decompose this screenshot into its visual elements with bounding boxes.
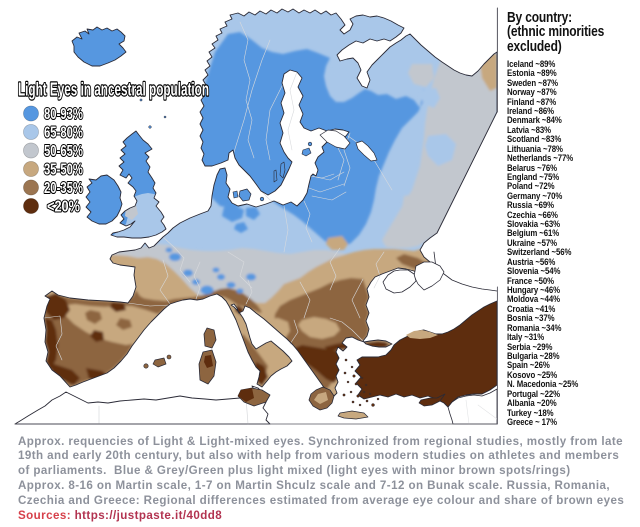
svg-text:20-35%: 20-35% [44,180,83,197]
svg-text:65-80%: 65-80% [44,125,83,142]
svg-text:<20%: <20% [47,199,80,216]
svg-text:50-65%: 50-65% [44,143,83,160]
svg-text:Light Eyes in ancestral popula: Light Eyes in ancestral population [18,80,209,100]
svg-text:80-93%: 80-93% [44,106,83,123]
svg-text:35-50%: 35-50% [44,162,83,179]
